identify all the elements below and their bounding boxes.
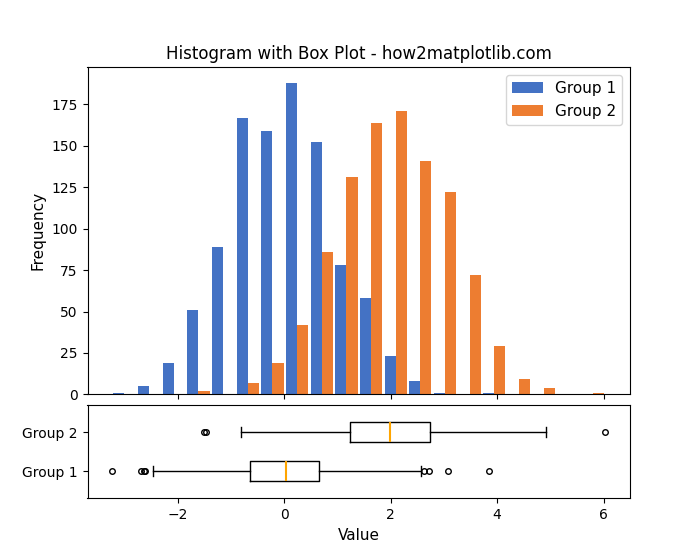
Bar [212,247,223,394]
Bar [261,131,272,394]
Bar [421,161,431,394]
Bar [434,393,445,394]
Bar [410,381,421,394]
Y-axis label: Frequency: Frequency [31,191,46,270]
Legend: Group 1, Group 2: Group 1, Group 2 [506,75,622,125]
Bar [237,118,248,394]
Bar [199,391,209,394]
Bar [395,111,407,394]
Bar [544,388,555,394]
Bar [360,298,371,394]
Bar [494,346,505,394]
Bar [346,178,358,394]
X-axis label: Value: Value [337,528,379,543]
Bar [297,325,308,394]
Bar [445,192,456,394]
Bar [371,123,382,394]
Bar [519,380,530,394]
Bar [248,383,259,394]
Bar [311,142,322,394]
Bar [384,356,395,394]
Bar [322,252,333,394]
Bar [286,83,297,394]
Title: Histogram with Box Plot - how2matplotlib.com: Histogram with Box Plot - how2matplotlib… [166,45,552,63]
Bar [113,393,125,394]
Bar [335,265,346,394]
Bar [593,393,604,394]
Bar [162,363,174,394]
Bar [138,386,149,394]
Bar [483,393,494,394]
Bar [188,310,199,394]
Bar [470,275,481,394]
Bar [272,363,284,394]
